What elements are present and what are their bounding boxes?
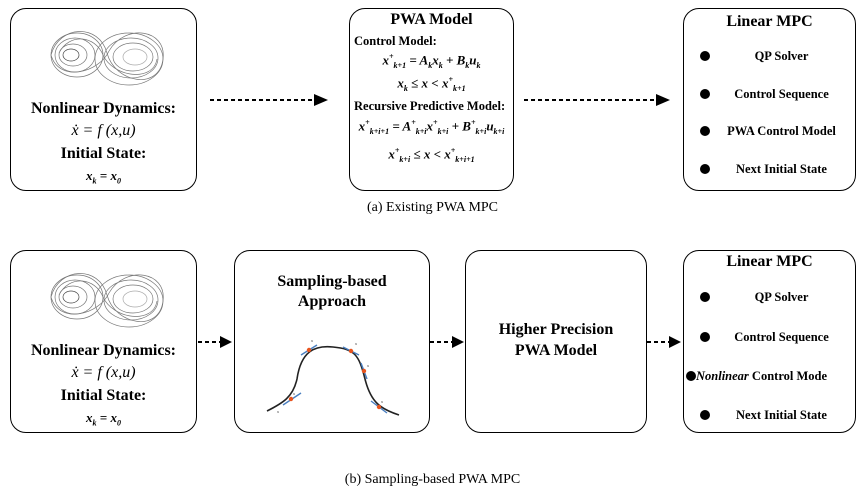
- arrow-b2: [430, 336, 464, 348]
- pwa-model-title: PWA Model: [390, 11, 473, 28]
- bullet-icon: [700, 164, 710, 174]
- svg-text:x: x: [380, 399, 383, 404]
- linear-mpc-box-b: Linear MPC QP Solver Control Sequence No…: [683, 250, 856, 433]
- dynamics-title: Nonlinear Dynamics:: [30, 100, 177, 117]
- bullet-icon: [700, 410, 710, 420]
- svg-text:x: x: [354, 341, 357, 346]
- initial-state-equation: xk = x0: [86, 168, 121, 186]
- initial-state-label: Initial State:: [60, 387, 147, 404]
- svg-text:x: x: [292, 391, 295, 396]
- mpc-item-qp-solver: QP Solver: [684, 46, 855, 66]
- sampling-approach-box: Sampling-based Approach x x x x x x: [234, 250, 430, 433]
- svg-text:x: x: [310, 338, 313, 343]
- control-mode-text: Control Mode: [748, 369, 828, 383]
- arrow-b3: [647, 336, 681, 348]
- dynamics-equation: ẋ = f (x,u): [71, 364, 136, 381]
- mpc-item-nonlinear-control-model: Nonlinear Control Mode: [684, 366, 855, 386]
- bullet-icon: [700, 89, 710, 99]
- bullet-icon: [700, 126, 710, 136]
- linear-mpc-title: Linear MPC: [726, 13, 813, 30]
- recursive-model-equation: x+k+i+1 = A+k+ix+k+i + B+k+iuk+i: [358, 118, 505, 136]
- higher-precision-box: Higher Precision PWA Model: [465, 250, 647, 433]
- mpc-item-control-sequence: Control Sequence: [684, 327, 855, 347]
- sampling-title-line2: Approach: [297, 293, 367, 310]
- mpc-item-qp-solver: QP Solver: [684, 287, 855, 307]
- linear-mpc-title: Linear MPC: [726, 253, 813, 270]
- arrow-a2: [524, 94, 670, 106]
- caption-a: (a) Existing PWA MPC: [366, 200, 499, 215]
- recursive-model-label: Recursive Predictive Model:: [354, 99, 506, 113]
- mpc-item-next-initial-state: Next Initial State: [684, 405, 855, 425]
- svg-text:x: x: [366, 363, 369, 368]
- lorenz-attractor-image-b: [50, 273, 164, 328]
- mpc-item-control-sequence: Control Sequence: [684, 84, 855, 104]
- recursive-model-region: x+k+i ≤ x < x+k+i+1: [388, 146, 475, 164]
- dynamics-equation: ẋ = f (x,u): [71, 122, 136, 139]
- initial-state-label: Initial State:: [60, 145, 147, 162]
- bullet-icon: [686, 371, 696, 381]
- control-model-label: Control Model:: [354, 34, 437, 48]
- caption-b: (b) Sampling-based PWA MPC: [344, 472, 521, 487]
- dynamics-box-a: Nonlinear Dynamics: ẋ = f (x,u) Initial …: [10, 8, 197, 191]
- initial-state-equation: xk = x0: [86, 410, 121, 428]
- bullet-icon: [700, 332, 710, 342]
- sampling-title-line1: Sampling-based: [277, 273, 387, 290]
- pwa-model-box: PWA Model Control Model: x+k+1 = Akxk + …: [349, 8, 514, 191]
- higher-precision-line2: PWA Model: [514, 342, 598, 359]
- nonlinear-emphasis: Nonlinear: [696, 369, 749, 383]
- bullet-icon: [700, 51, 710, 61]
- linear-mpc-box-a: Linear MPC QP Solver Control Sequence PW…: [683, 8, 856, 191]
- arrow-a1: [210, 94, 328, 106]
- control-model-region: xk ≤ x < x+k+1: [397, 75, 466, 93]
- arrow-b1: [198, 336, 232, 348]
- dynamics-box-b: Nonlinear Dynamics: ẋ = f (x,u) Initial …: [10, 250, 197, 433]
- mpc-item-pwa-control-model: PWA Control Model: [684, 121, 855, 141]
- svg-text:x: x: [276, 409, 279, 414]
- sampling-curve-illustration: x x x x x x: [266, 338, 400, 416]
- dynamics-title: Nonlinear Dynamics:: [30, 342, 177, 359]
- lorenz-attractor-image-a: [50, 31, 164, 86]
- control-model-equation: x+k+1 = Akxk + Bkuk: [382, 52, 481, 70]
- mpc-item-next-initial-state: Next Initial State: [684, 159, 855, 179]
- higher-precision-line1: Higher Precision: [498, 321, 614, 338]
- bullet-icon: [700, 292, 710, 302]
